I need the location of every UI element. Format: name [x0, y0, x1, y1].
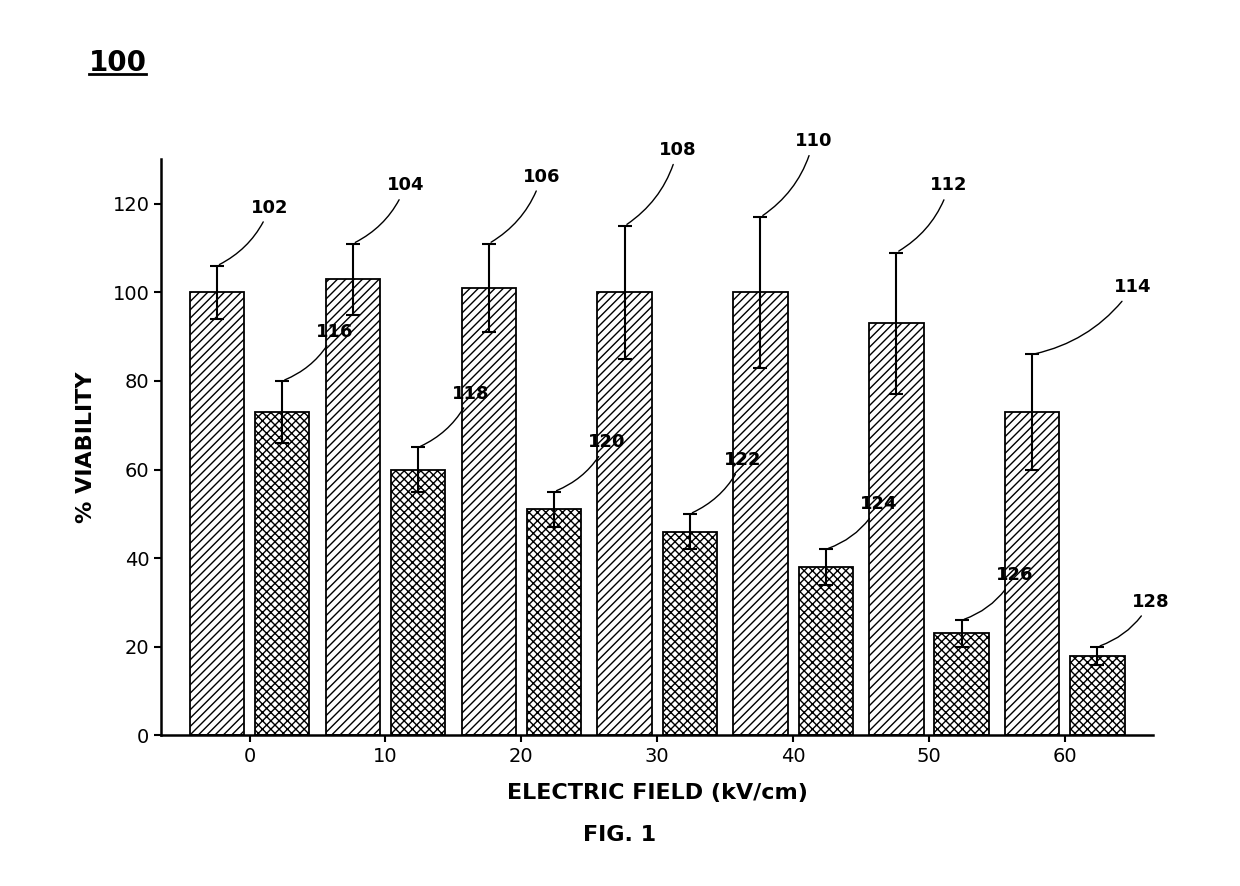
Bar [326, 279, 379, 735]
Bar [662, 532, 717, 735]
Text: 102: 102 [219, 198, 289, 265]
X-axis label: ELECTRIC FIELD (kV/cm): ELECTRIC FIELD (kV/cm) [507, 783, 807, 803]
Bar [598, 292, 652, 735]
Text: 104: 104 [356, 176, 424, 243]
Bar [391, 470, 445, 735]
Bar [190, 292, 244, 735]
Bar [869, 323, 924, 735]
Bar [255, 412, 309, 735]
Text: 118: 118 [420, 385, 490, 447]
Y-axis label: % VIABILITY: % VIABILITY [76, 372, 95, 523]
Text: FIG. 1: FIG. 1 [584, 825, 656, 844]
Text: 106: 106 [491, 167, 560, 242]
Text: 108: 108 [627, 141, 696, 224]
Bar [733, 292, 787, 735]
Text: 110: 110 [763, 132, 832, 215]
Bar [799, 567, 853, 735]
Text: 128: 128 [1100, 593, 1169, 646]
Bar [1006, 412, 1059, 735]
Bar [935, 633, 988, 735]
Text: 114: 114 [1035, 278, 1151, 354]
Text: 124: 124 [828, 495, 898, 548]
Text: 116: 116 [285, 323, 353, 380]
Text: 120: 120 [557, 433, 625, 491]
Bar [527, 509, 582, 735]
Text: 122: 122 [692, 451, 761, 513]
Text: 112: 112 [899, 176, 968, 251]
Bar [461, 288, 516, 735]
Bar [1070, 656, 1125, 735]
Text: 100: 100 [89, 49, 148, 77]
Text: 126: 126 [965, 566, 1033, 619]
